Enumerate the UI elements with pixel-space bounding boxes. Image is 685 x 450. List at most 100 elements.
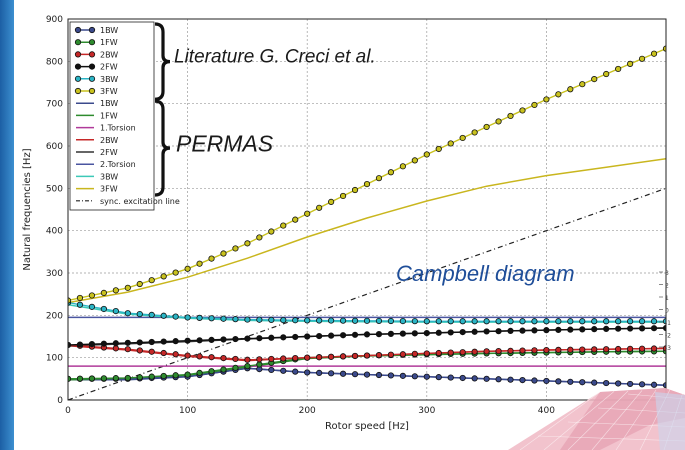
data-point [160, 273, 167, 280]
inset-mesh-line [543, 391, 615, 450]
data-point [411, 318, 418, 325]
data-point [579, 379, 586, 386]
data-point [435, 349, 442, 357]
legend-label: 2BW [100, 136, 118, 145]
data-point [423, 330, 430, 337]
data-point [136, 347, 143, 354]
data-point [567, 346, 574, 353]
data-point [543, 318, 550, 325]
data-point [483, 348, 490, 355]
data-point [160, 349, 167, 357]
data-point [232, 364, 239, 371]
data-point [100, 340, 107, 347]
permas-series-3fw [68, 157, 666, 304]
data-point [543, 377, 550, 385]
data-point [531, 377, 538, 384]
data-point [375, 317, 383, 325]
data-point [304, 369, 311, 376]
data-point [447, 349, 454, 356]
data-point [531, 318, 538, 325]
data-point [112, 287, 119, 294]
data-point [483, 318, 490, 325]
data-point [471, 348, 478, 355]
y-tick-label: 600 [46, 142, 63, 152]
data-point [567, 378, 574, 385]
data-point [375, 352, 383, 359]
data-point [387, 330, 395, 337]
data-point [328, 317, 335, 324]
data-point [232, 355, 239, 363]
data-point [387, 169, 395, 176]
plot-frame [67, 18, 667, 401]
data-point [567, 318, 574, 325]
data-point [627, 60, 634, 67]
data-point [148, 373, 155, 380]
annotation-campbell: Campbell diagram [396, 261, 575, 286]
data-point [363, 371, 371, 378]
data-point [244, 335, 251, 342]
data-point [507, 318, 514, 325]
data-point [627, 325, 634, 332]
data-point [292, 317, 299, 324]
data-point [88, 375, 96, 382]
data-point [638, 318, 646, 325]
data-point [76, 294, 84, 302]
data-point [232, 316, 239, 323]
data-point [220, 336, 227, 343]
data-point [615, 345, 622, 353]
data-point [507, 376, 514, 383]
data-point [603, 379, 610, 387]
data-point [304, 210, 311, 217]
data-point [124, 284, 131, 291]
data-point [328, 353, 335, 360]
data-point [208, 336, 215, 343]
frame-edge [0, 0, 14, 450]
data-point [148, 348, 155, 355]
data-point [495, 318, 502, 325]
data-point [256, 316, 263, 323]
data-point [100, 375, 107, 382]
data-point [459, 349, 466, 356]
legend-label: 1FW [100, 111, 118, 120]
data-point [196, 260, 203, 267]
data-point [615, 65, 622, 73]
data-point [483, 375, 490, 382]
data-point [172, 351, 179, 358]
legend-marker [74, 87, 82, 95]
data-point [112, 340, 119, 347]
data-point [112, 307, 119, 315]
data-point [531, 101, 538, 109]
data-point [100, 289, 107, 296]
data-point [124, 310, 131, 317]
data-point [555, 326, 562, 333]
data-point [292, 354, 299, 362]
data-point [435, 145, 442, 153]
data-point [363, 331, 371, 338]
data-point [328, 370, 335, 377]
data-point [615, 380, 622, 387]
legend-label: 1BW [100, 99, 118, 108]
data-point [471, 328, 478, 335]
data-point [531, 327, 538, 334]
data-point [292, 368, 299, 375]
legend-label: 3BW [100, 75, 118, 84]
data-point [256, 361, 263, 368]
data-point [507, 327, 514, 335]
legend-marker [88, 51, 96, 58]
data-point [292, 333, 299, 341]
data-point [136, 310, 143, 318]
data-point [136, 280, 143, 288]
data-point [316, 204, 323, 211]
data-point [423, 318, 430, 325]
data-point [339, 332, 347, 339]
data-point [459, 318, 466, 325]
y-tick-label: 800 [46, 57, 63, 67]
data-point [363, 317, 371, 324]
data-point [579, 346, 586, 353]
data-point [650, 325, 658, 332]
data-point [423, 373, 430, 380]
legend-label: 3BW [100, 172, 118, 181]
legend-label: 1FW [100, 38, 118, 47]
data-point [220, 366, 227, 373]
data-point [256, 234, 263, 241]
